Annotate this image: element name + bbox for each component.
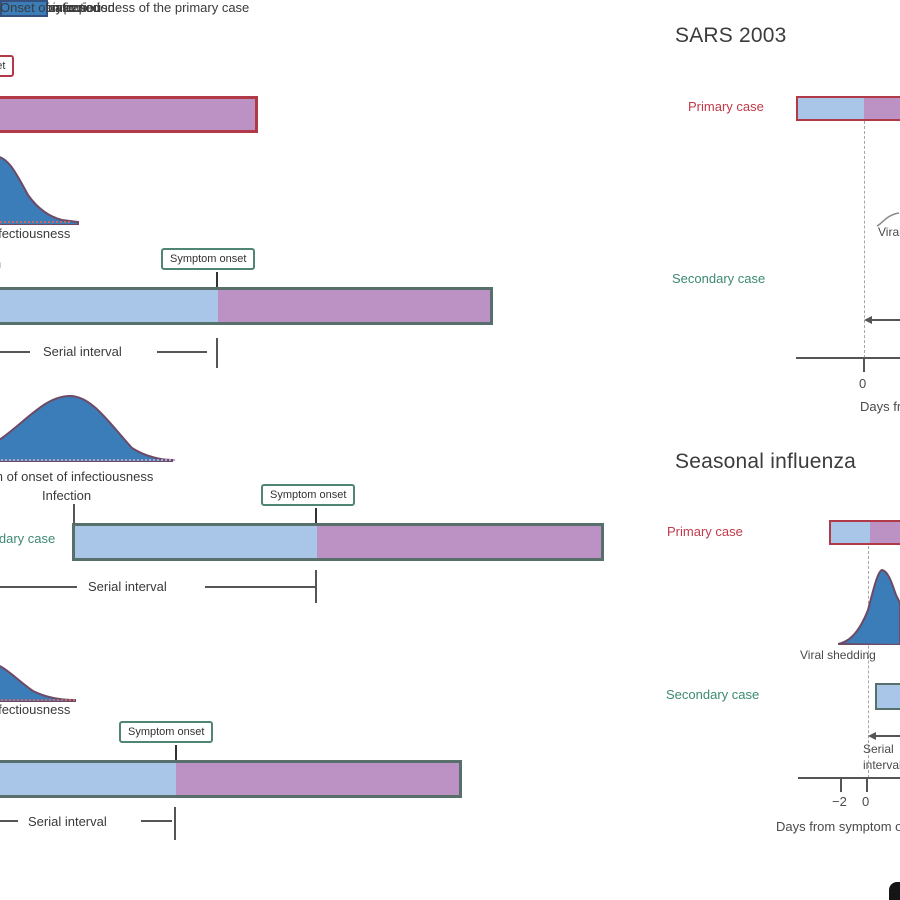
secondary-case-bar xyxy=(0,287,493,325)
infection-label: Infection xyxy=(0,256,1,271)
curve-baseline xyxy=(0,459,175,461)
influenza-panel-title: Seasonal influenza xyxy=(675,450,857,473)
secondary-case-bar xyxy=(875,683,900,710)
incubation-segment xyxy=(877,685,900,708)
incubation-segment xyxy=(75,526,317,558)
curve-baseline xyxy=(0,221,70,223)
symptom-onset-dashed-line xyxy=(868,546,869,778)
secondary-case-label: Secondary case xyxy=(666,687,760,702)
serial-interval-line xyxy=(0,586,77,588)
infection-connector xyxy=(73,504,75,523)
symptomatic-segment xyxy=(0,99,255,130)
symptom-onset-callout: Symptom onset xyxy=(261,484,356,506)
axis-line xyxy=(798,777,900,779)
axis-label: Days from symptom onset in primary case xyxy=(860,399,900,414)
serial-interval-line xyxy=(872,319,900,321)
secondary-case-label: Secondary case xyxy=(0,531,56,546)
distribution-label: Distribution of onset of infectiousness xyxy=(0,469,154,484)
infectiousness-distribution-curve xyxy=(0,394,173,462)
symptom-onset-callout: Symptom onset xyxy=(0,55,15,77)
infectiousness-distribution-curve xyxy=(0,664,76,702)
symptomatic-segment xyxy=(870,522,900,543)
symptom-onset-callout: Symptom onset xyxy=(161,248,256,270)
secondary-case-bar xyxy=(0,760,462,798)
serial-interval-line xyxy=(141,820,172,822)
serial-interval-line xyxy=(876,735,900,737)
viral-shedding-curve xyxy=(838,568,900,645)
serial-interval-label: Serial interval xyxy=(863,742,900,772)
infectiousness-distribution-curve xyxy=(0,156,79,225)
viral-shedding-label: Viral shedding xyxy=(800,648,876,662)
symptom-onset-dashed-line xyxy=(864,121,865,358)
axis-tick-label: −2 xyxy=(832,794,847,809)
callout-connector xyxy=(216,272,218,288)
axis-tick xyxy=(863,359,865,372)
viral-shedding-label: Viral shedding xyxy=(878,225,900,239)
axis-line xyxy=(796,357,900,359)
symptom-onset-callout: Symptom onset xyxy=(119,721,214,743)
primary-case-bar xyxy=(829,520,900,545)
symptomatic-segment xyxy=(176,763,459,795)
serial-interval-tick xyxy=(174,807,176,840)
legend-swatch-onset xyxy=(0,0,48,17)
symptomatic-segment xyxy=(317,526,601,558)
axis-tick-label: 0 xyxy=(862,794,870,809)
axis-tick-label: 0 xyxy=(859,376,867,391)
legend-label-onset: Onset of infectiousness of the primary c… xyxy=(0,0,250,15)
serial-interval-label: Serial interval xyxy=(88,579,167,594)
symptomatic-segment xyxy=(864,98,900,119)
serial-interval-label: Serial interval xyxy=(43,344,122,359)
serial-interval-arrowhead xyxy=(864,316,872,324)
axis-label: Days from symptom onset in primary case xyxy=(776,819,900,834)
incubation-segment xyxy=(0,290,218,322)
serial-interval-arrowhead xyxy=(868,732,876,740)
serial-interval-line xyxy=(205,586,317,588)
serial-interval-line xyxy=(0,820,18,822)
serial-interval-line xyxy=(157,351,207,353)
secondary-case-bar xyxy=(72,523,604,561)
incubation-segment xyxy=(798,98,864,119)
primary-case-bar xyxy=(0,96,258,133)
secondary-case-label: Secondary case xyxy=(672,271,766,286)
primary-case-bar xyxy=(796,96,900,121)
viral-shedding-curve xyxy=(876,212,900,227)
incubation-segment xyxy=(0,763,176,795)
axis-tick xyxy=(866,779,868,792)
distribution-label: Distribution of onset of infectiousness xyxy=(0,226,71,241)
serial-interval-tick xyxy=(315,570,317,603)
primary-case-label: Primary case xyxy=(688,99,764,114)
incubation-segment xyxy=(831,522,870,543)
callout-connector xyxy=(315,508,317,523)
symptomatic-segment xyxy=(218,290,490,322)
serial-interval-label: Serial interval xyxy=(28,814,107,829)
curve-baseline xyxy=(0,699,75,701)
callout-connector xyxy=(175,745,177,760)
serial-interval-tick xyxy=(216,338,218,368)
axis-tick xyxy=(840,779,842,792)
primary-case-label: Primary case xyxy=(667,524,743,539)
sars-panel-title: SARS 2003 xyxy=(675,24,787,47)
serial-interval-line xyxy=(0,351,30,353)
infection-label: Infection xyxy=(42,488,92,503)
clipped-corner-mark xyxy=(889,882,900,900)
distribution-label: Distribution of onset of infectiousness xyxy=(0,702,71,717)
